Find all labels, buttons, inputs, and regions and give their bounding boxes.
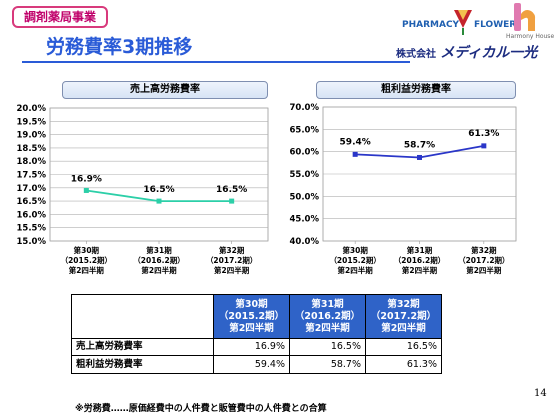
chart1-title: 売上高労務費率 xyxy=(62,81,268,99)
logo-harmony-text: Harmony House xyxy=(506,33,555,40)
logo-flower-text: FLOWER xyxy=(474,20,517,30)
data-label: 61.3% xyxy=(468,129,499,139)
data-point xyxy=(156,198,162,204)
logo-pharmacy-text: PHARMACY xyxy=(402,20,460,30)
x-tick-label: 第30期（2015.2期）第2四半期 xyxy=(329,245,380,275)
y-tick-label: 15.0% xyxy=(17,237,47,247)
table-cell: 59.4% xyxy=(213,355,290,374)
y-tick-label: 15.5% xyxy=(17,224,47,234)
page-number: 14 xyxy=(534,388,547,399)
data-label: 16.5% xyxy=(216,185,247,195)
x-tick-label: 第32期（2017.2期）第2四半期 xyxy=(206,245,257,275)
data-label: 16.5% xyxy=(143,185,174,195)
y-tick-label: 60.0% xyxy=(290,148,320,158)
y-tick-label: 20.0% xyxy=(17,104,47,114)
table-cell: 16.5% xyxy=(289,338,366,356)
data-label: 58.7% xyxy=(404,140,435,150)
table-row-label: 売上高労務費率 xyxy=(71,338,214,356)
y-tick-label: 16.0% xyxy=(17,210,47,220)
y-tick-label: 65.0% xyxy=(290,125,320,135)
x-tick-label: 第31期（2016.2期）第2四半期 xyxy=(394,245,445,275)
y-tick-label: 19.0% xyxy=(17,131,47,141)
table-row: 売上高労務費率 16.9% 16.5% 16.5% xyxy=(71,338,442,356)
table-column-header: 第31期 （2016.2期） 第2四半期 xyxy=(289,294,366,339)
x-tick-label: 第30期（2015.2期）第2四半期 xyxy=(61,245,112,275)
data-point xyxy=(229,198,235,204)
table-row: 粗利益労務費率 59.4% 58.7% 61.3% xyxy=(71,355,442,374)
y-tick-label: 55.0% xyxy=(290,170,320,180)
table-column-header: 第30期 （2015.2期） 第2四半期 xyxy=(213,294,290,339)
y-tick-label: 16.5% xyxy=(17,197,47,207)
table-corner-cell xyxy=(71,294,214,339)
table-header-row: 第30期 （2015.2期） 第2四半期 第31期 （2016.2期） 第2四半期 第3… xyxy=(71,294,442,339)
y-tick-label: 45.0% xyxy=(290,215,320,225)
table-cell: 61.3% xyxy=(365,355,442,374)
y-tick-label: 70.0% xyxy=(290,103,320,113)
y-tick-label: 18.0% xyxy=(17,157,47,167)
flower-logo-icon xyxy=(454,10,472,35)
data-point xyxy=(352,151,358,157)
data-label: 59.4% xyxy=(340,137,371,147)
data-point xyxy=(83,187,89,193)
company-prefix: 株式会社 xyxy=(396,49,436,60)
table-cell: 16.9% xyxy=(213,338,290,356)
data-point xyxy=(481,143,487,149)
table-row-label: 粗利益労務費率 xyxy=(71,355,214,374)
y-tick-label: 50.0% xyxy=(290,192,320,202)
harmony-house-logo-icon xyxy=(514,3,536,31)
y-tick-label: 40.0% xyxy=(290,237,320,247)
y-tick-label: 17.5% xyxy=(17,171,47,181)
table-column-header: 第32期 （2017.2期） 第2四半期 xyxy=(365,294,442,339)
footnote: ※労務費……原価経費中の人件費と販管費中の人件費との合算 xyxy=(75,404,327,414)
company-logo: 株式会社 メディカル一光 xyxy=(396,42,537,62)
gross-profit-labor-ratio-chart: 40.0% 45.0% 50.0% 55.0% 60.0% 65.0% 70.0% 第30期（… xyxy=(290,103,517,275)
y-tick-label: 17.0% xyxy=(17,184,47,194)
table-cell: 58.7% xyxy=(289,355,366,374)
x-tick-label: 第32期（2017.2期）第2四半期 xyxy=(458,245,509,275)
chart2-title: 粗利益労務費率 xyxy=(316,81,516,99)
x-tick-label: 第31期（2016.2期）第2四半期 xyxy=(133,245,184,275)
sales-labor-ratio-chart: 15.0% 15.5% 16.0% 16.5% 17.0% 17.5% 18.0% 18.5%… xyxy=(17,104,269,275)
data-point xyxy=(417,154,422,160)
y-tick-label: 18.5% xyxy=(17,144,47,154)
company-name: メディカル一光 xyxy=(440,45,538,61)
department-badge: 調剤薬局事業 xyxy=(12,6,109,28)
title-rule xyxy=(22,61,410,63)
slide-title: 労務費率3期推移 xyxy=(46,36,193,58)
data-label: 16.9% xyxy=(71,174,102,184)
summary-table: 第30期 （2015.2期） 第2四半期 第31期 （2016.2期） 第2四半期 第3… xyxy=(71,294,442,374)
y-tick-label: 19.5% xyxy=(17,117,47,127)
table-cell: 16.5% xyxy=(365,338,442,356)
